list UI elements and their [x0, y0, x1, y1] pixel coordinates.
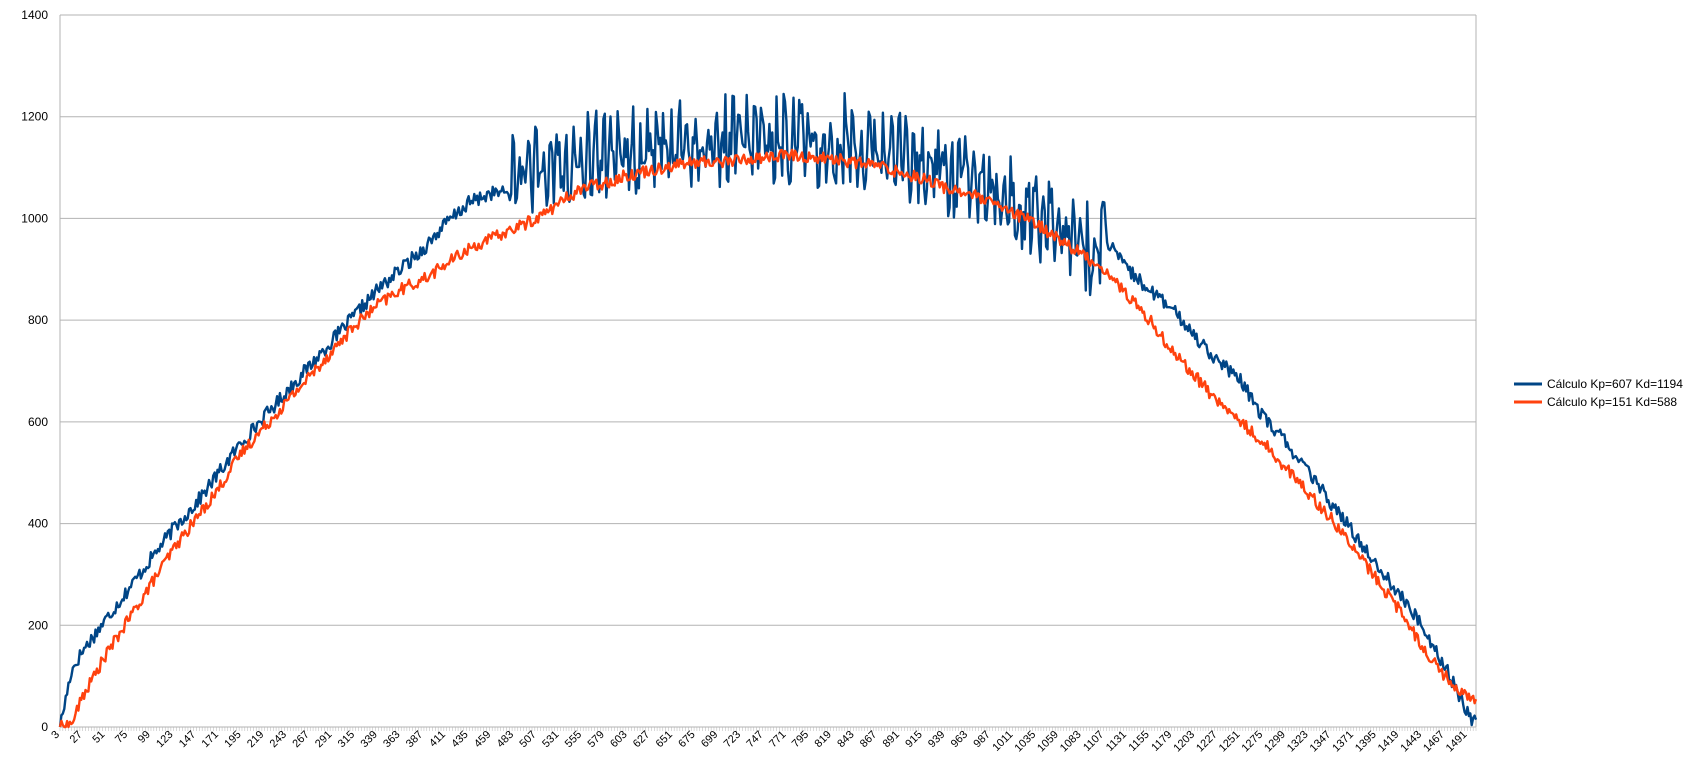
x-tick-label: 963 [949, 729, 970, 750]
x-tick-label: 915 [903, 729, 924, 750]
y-tick-label: 400 [28, 517, 48, 531]
x-tick-label: 411 [427, 729, 448, 750]
x-tick-label: 459 [472, 729, 493, 750]
y-tick-label: 800 [28, 313, 48, 327]
x-tick-label: 483 [495, 729, 516, 750]
y-tick-label: 200 [28, 618, 48, 632]
x-tick-label: 1083 [1058, 729, 1084, 755]
x-tick-label: 939 [926, 729, 947, 750]
x-tick-label: 1491 [1444, 729, 1470, 755]
x-tick-label: 243 [268, 729, 289, 750]
x-tick-label: 579 [585, 729, 606, 750]
x-tick-label: 1131 [1104, 729, 1129, 754]
x-tick-label: 675 [676, 729, 697, 750]
x-tick-label: 1227 [1194, 729, 1220, 755]
x-tick-label: 1419 [1376, 729, 1402, 755]
x-tick-label: 987 [971, 729, 992, 750]
x-tick-label: 651 [654, 729, 675, 750]
x-tick-label: 1011 [990, 729, 1015, 754]
x-tick-label: 195 [222, 729, 243, 750]
y-tick-label: 1000 [21, 211, 48, 225]
x-tick-label: 1107 [1081, 729, 1106, 754]
x-tick-label: 1347 [1308, 729, 1334, 755]
x-tick-label: 267 [290, 729, 311, 750]
x-tick-label: 795 [790, 729, 811, 750]
x-tick-label: 819 [813, 729, 834, 750]
x-tick-label: 339 [358, 729, 379, 750]
x-tick-label: 531 [540, 729, 561, 750]
x-tick-label: 891 [881, 729, 902, 750]
y-tick-label: 1200 [21, 110, 48, 124]
x-tick-label: 699 [699, 729, 720, 750]
x-tick-label: 171 [200, 729, 221, 750]
x-tick-label: 1059 [1035, 729, 1061, 755]
legend-label-series-2: Cálculo Kp=151 Kd=588 [1547, 395, 1677, 409]
x-tick-label: 147 [177, 729, 198, 750]
x-tick-label: 1443 [1398, 729, 1424, 755]
x-tick-label: 291 [313, 729, 334, 750]
x-tick-label: 507 [517, 729, 538, 750]
axes [59, 15, 1477, 731]
legend-label-series-1: Cálculo Kp=607 Kd=1194 [1547, 377, 1683, 391]
y-tick-label: 1400 [21, 8, 48, 22]
x-tick-label: 1371 [1330, 729, 1356, 755]
x-tick-label: 27 [68, 729, 85, 746]
x-tick-label: 723 [722, 729, 743, 750]
series-lines [58, 91, 1478, 729]
x-tick-label: 99 [136, 729, 153, 746]
x-tick-label: 555 [563, 729, 584, 750]
legend: Cálculo Kp=607 Kd=1194 Cálculo Kp=151 Kd… [1514, 377, 1683, 409]
x-tick-label: 387 [404, 729, 425, 750]
series-line-1 [58, 91, 1478, 728]
x-tick-label: 1203 [1171, 729, 1197, 755]
x-tick-label: 603 [608, 729, 629, 750]
x-tick-label: 1467 [1421, 729, 1447, 755]
x-tick-label: 843 [835, 729, 856, 750]
x-tick-label: 435 [449, 729, 470, 750]
x-tick-label: 75 [113, 729, 130, 746]
plot-area [60, 15, 1476, 727]
x-tick-label: 771 [767, 729, 788, 750]
x-tick-label: 1155 [1127, 729, 1152, 754]
series-line-2 [58, 148, 1478, 729]
x-tick-label: 747 [744, 729, 765, 750]
x-tick-label: 363 [381, 729, 402, 750]
x-tick-label: 1035 [1012, 729, 1038, 755]
x-tick-label: 1395 [1353, 729, 1379, 755]
y-axis-tick-labels: 0 200 400 600 800 1000 1200 1400 [21, 8, 48, 734]
x-axis-tick-labels: 3 27 51 75 99 123 147 171 195 219 243 267 291 315 339 3… [49, 729, 1469, 755]
x-tick-label: 1251 [1217, 729, 1243, 755]
x-tick-label: 51 [90, 729, 107, 746]
x-tick-label: 1299 [1262, 729, 1288, 755]
x-tick-label: 1179 [1149, 729, 1174, 754]
y-tick-label: 0 [41, 720, 48, 734]
x-tick-label: 315 [336, 729, 357, 750]
x-tick-label: 1275 [1239, 729, 1265, 755]
grid-lines [60, 14, 1476, 728]
x-tick-label: 219 [245, 729, 266, 750]
x-tick-label: 123 [154, 729, 175, 750]
y-tick-label: 600 [28, 415, 48, 429]
x-tick-label: 627 [631, 729, 652, 750]
x-tick-label: 867 [858, 729, 879, 750]
x-tick-label: 1323 [1285, 729, 1311, 755]
